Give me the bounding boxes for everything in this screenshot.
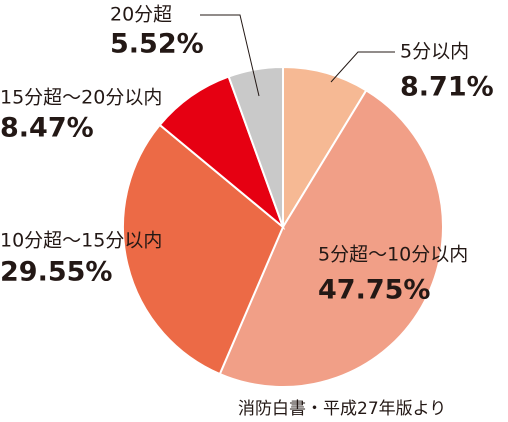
value-label: 5.52% <box>110 29 204 60</box>
value-label: 8.71% <box>400 72 494 103</box>
value-label: 29.55% <box>0 257 112 288</box>
pie-slice <box>282 65 368 231</box>
value-label: 8.47% <box>0 113 94 144</box>
pie-slice <box>158 75 286 231</box>
pie-slice <box>227 65 284 228</box>
pie-slice <box>122 123 285 376</box>
slice-label: 20分超 <box>110 4 172 26</box>
value-label: 47.75% <box>318 275 430 306</box>
pie-slice <box>218 88 444 388</box>
leader-line <box>330 51 395 83</box>
source-note: 消防白書・平成27年版より <box>238 399 446 419</box>
slice-label: 15分超～20分以内 <box>0 87 162 109</box>
slice-label: 10分超～15分以内 <box>0 230 162 252</box>
slice-label: 5分以内 <box>400 41 469 63</box>
leader-line <box>200 14 260 97</box>
slice-label: 5分超～10分以内 <box>318 244 468 266</box>
